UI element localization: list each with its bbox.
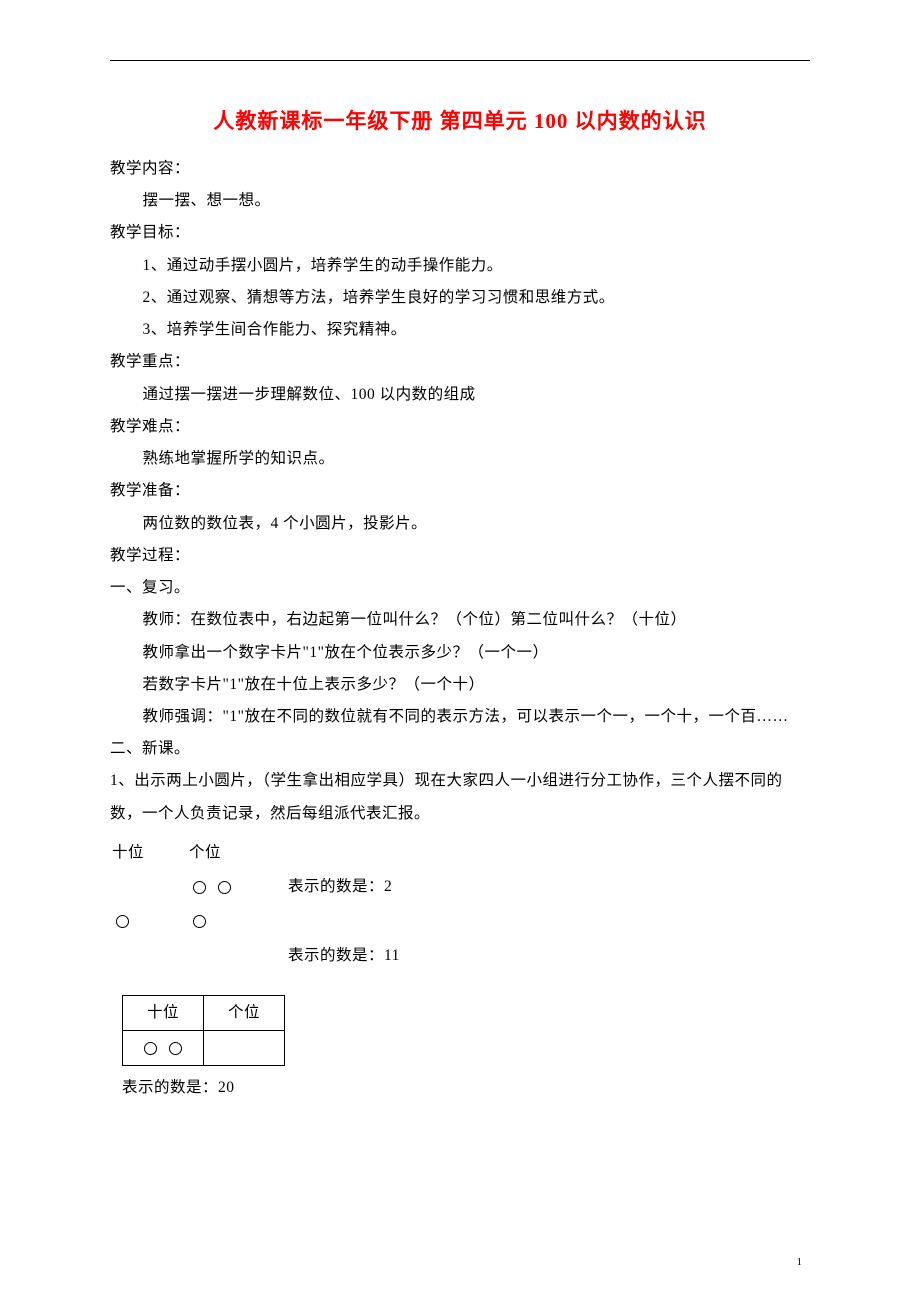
review-label: 一、复习。 (110, 572, 810, 604)
section-proc-label: 教学过程： (110, 540, 810, 572)
cell-ones (204, 1031, 285, 1066)
cell-tens (110, 870, 175, 904)
box-table-caption: 表示的数是：20 (122, 1072, 810, 1104)
circle-icon (218, 881, 231, 894)
goal-item-1: 1、通过动手摆小圆片，培养学生的动手操作能力。 (110, 250, 810, 282)
circle-icon (116, 915, 129, 928)
cell-tens (110, 939, 175, 973)
cell-ones (175, 870, 272, 904)
section-content-body: 摆一摆、想一想。 (110, 185, 810, 217)
table-row: 表示的数是：11 (110, 939, 474, 973)
row-label: 表示的数是：11 (272, 939, 474, 973)
cell-tens (123, 1031, 204, 1066)
review-line-3: 若数字卡片"1"放在十位上表示多少？（一个十） (110, 669, 810, 701)
new-line-1: 1、出示两上小圆片，（学生拿出相应学具）现在大家四人一小组进行分工协作，三个人摆… (110, 765, 810, 829)
row-label-empty (272, 904, 474, 938)
review-line-2: 教师拿出一个数字卡片"1"放在个位表示多少？（一个一） (110, 637, 810, 669)
section-hard-body: 熟练地掌握所学的知识点。 (110, 443, 810, 475)
circle-icon (193, 881, 206, 894)
boxed-place-value-table: 十位 个位 (122, 995, 285, 1066)
cell-ones (175, 939, 272, 973)
cell-tens (110, 904, 175, 938)
review-line-4: 教师强调："1"放在不同的数位就有不同的表示方法，可以表示一个一，一个十，一个百… (110, 701, 810, 733)
circle-icon (193, 915, 206, 928)
table-row: 十位 个位 (123, 995, 285, 1030)
section-key-body: 通过摆一摆进一步理解数位、100 以内数的组成 (110, 379, 810, 411)
section-goal-label: 教学目标： (110, 217, 810, 249)
section-content-label: 教学内容： (110, 153, 810, 185)
open-place-value-table: 十位 个位 表示的数是：2 (110, 836, 474, 973)
header-extra (272, 836, 474, 870)
section-key-label: 教学重点： (110, 346, 810, 378)
circle-icon (144, 1042, 157, 1055)
circle-icon (169, 1042, 182, 1055)
section-hard-label: 教学难点： (110, 411, 810, 443)
table-row: 十位 个位 (110, 836, 474, 870)
cell-ones (175, 904, 272, 938)
section-prep-label: 教学准备： (110, 475, 810, 507)
document-body: 教学内容： 摆一摆、想一想。 教学目标： 1、通过动手摆小圆片，培养学生的动手操… (110, 153, 810, 1105)
table-row: 表示的数是：2 (110, 870, 474, 904)
table-row (110, 904, 474, 938)
goal-item-3: 3、培养学生间合作能力、探究精神。 (110, 314, 810, 346)
review-line-1: 教师：在数位表中，右边起第一位叫什么？（个位）第二位叫什么？（十位） (110, 604, 810, 636)
header-tens: 十位 (110, 836, 175, 870)
document-page: 人教新课标一年级下册 第四单元 100 以内数的认识 教学内容： 摆一摆、想一想… (0, 0, 920, 1302)
row-label: 表示的数是：2 (272, 870, 474, 904)
document-title: 人教新课标一年级下册 第四单元 100 以内数的认识 (110, 105, 810, 135)
header-ones: 个位 (175, 836, 272, 870)
new-label: 二、新课。 (110, 733, 810, 765)
goal-item-2: 2、通过观察、猜想等方法，培养学生良好的学习习惯和思维方式。 (110, 282, 810, 314)
table-row (123, 1031, 285, 1066)
page-number: 1 (797, 1256, 803, 1268)
top-horizontal-rule (110, 60, 810, 61)
header-ones: 个位 (204, 995, 285, 1030)
section-prep-body: 两位数的数位表，4 个小圆片，投影片。 (110, 508, 810, 540)
header-tens: 十位 (123, 995, 204, 1030)
